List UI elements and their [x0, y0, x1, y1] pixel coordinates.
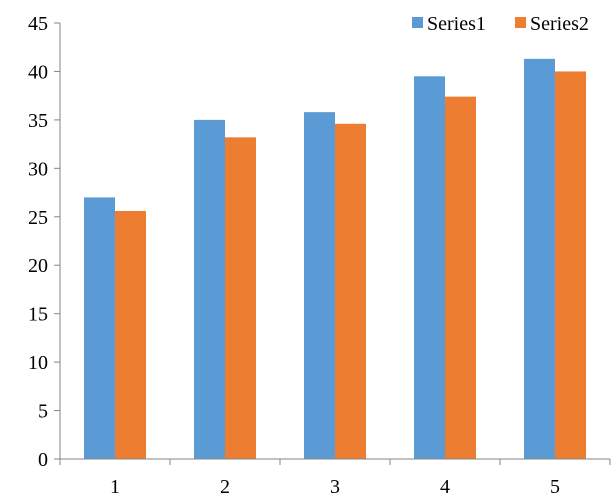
legend: Series1 Series2 — [412, 13, 589, 35]
y-tick-label: 20 — [28, 255, 48, 277]
bar-series1-1 — [84, 197, 115, 459]
y-tick-label: 0 — [38, 449, 48, 471]
y-tick-label: 10 — [28, 352, 48, 374]
legend-label-series1: Series1 — [427, 13, 486, 35]
bar-series2-1 — [115, 210, 146, 459]
bar-series2-5 — [555, 71, 586, 459]
legend-label-series2: Series2 — [530, 13, 589, 35]
y-tick-label: 15 — [28, 304, 48, 326]
bar-series1-5 — [524, 58, 555, 460]
y-tick-label: 30 — [28, 158, 48, 180]
bar-series2-3 — [335, 123, 366, 460]
bar-series1-4 — [414, 76, 445, 460]
y-tick-label: 45 — [28, 13, 48, 35]
x-tick-label: 3 — [330, 476, 340, 498]
y-tick-label: 5 — [38, 401, 48, 423]
bars-layer — [84, 58, 586, 460]
y-tick-label: 25 — [28, 207, 48, 229]
y-tick-label: 35 — [28, 110, 48, 132]
x-tick-label: 1 — [110, 476, 120, 498]
legend-swatch-series2 — [515, 17, 526, 28]
bar-series1-3 — [304, 112, 335, 459]
legend-swatch-series1 — [412, 17, 423, 28]
x-tick-label: 5 — [550, 476, 560, 498]
y-axis-ticks: 0 5 10 15 20 25 30 35 40 45 — [28, 13, 60, 471]
bar-series2-2 — [225, 137, 256, 459]
x-tick-label: 2 — [220, 476, 230, 498]
bar-series1-2 — [194, 119, 225, 459]
x-axis-ticks: 1 2 3 4 5 — [59, 459, 611, 498]
x-tick-label: 4 — [440, 476, 450, 498]
bar-series2-4 — [445, 96, 476, 459]
y-tick-label: 40 — [28, 61, 48, 83]
